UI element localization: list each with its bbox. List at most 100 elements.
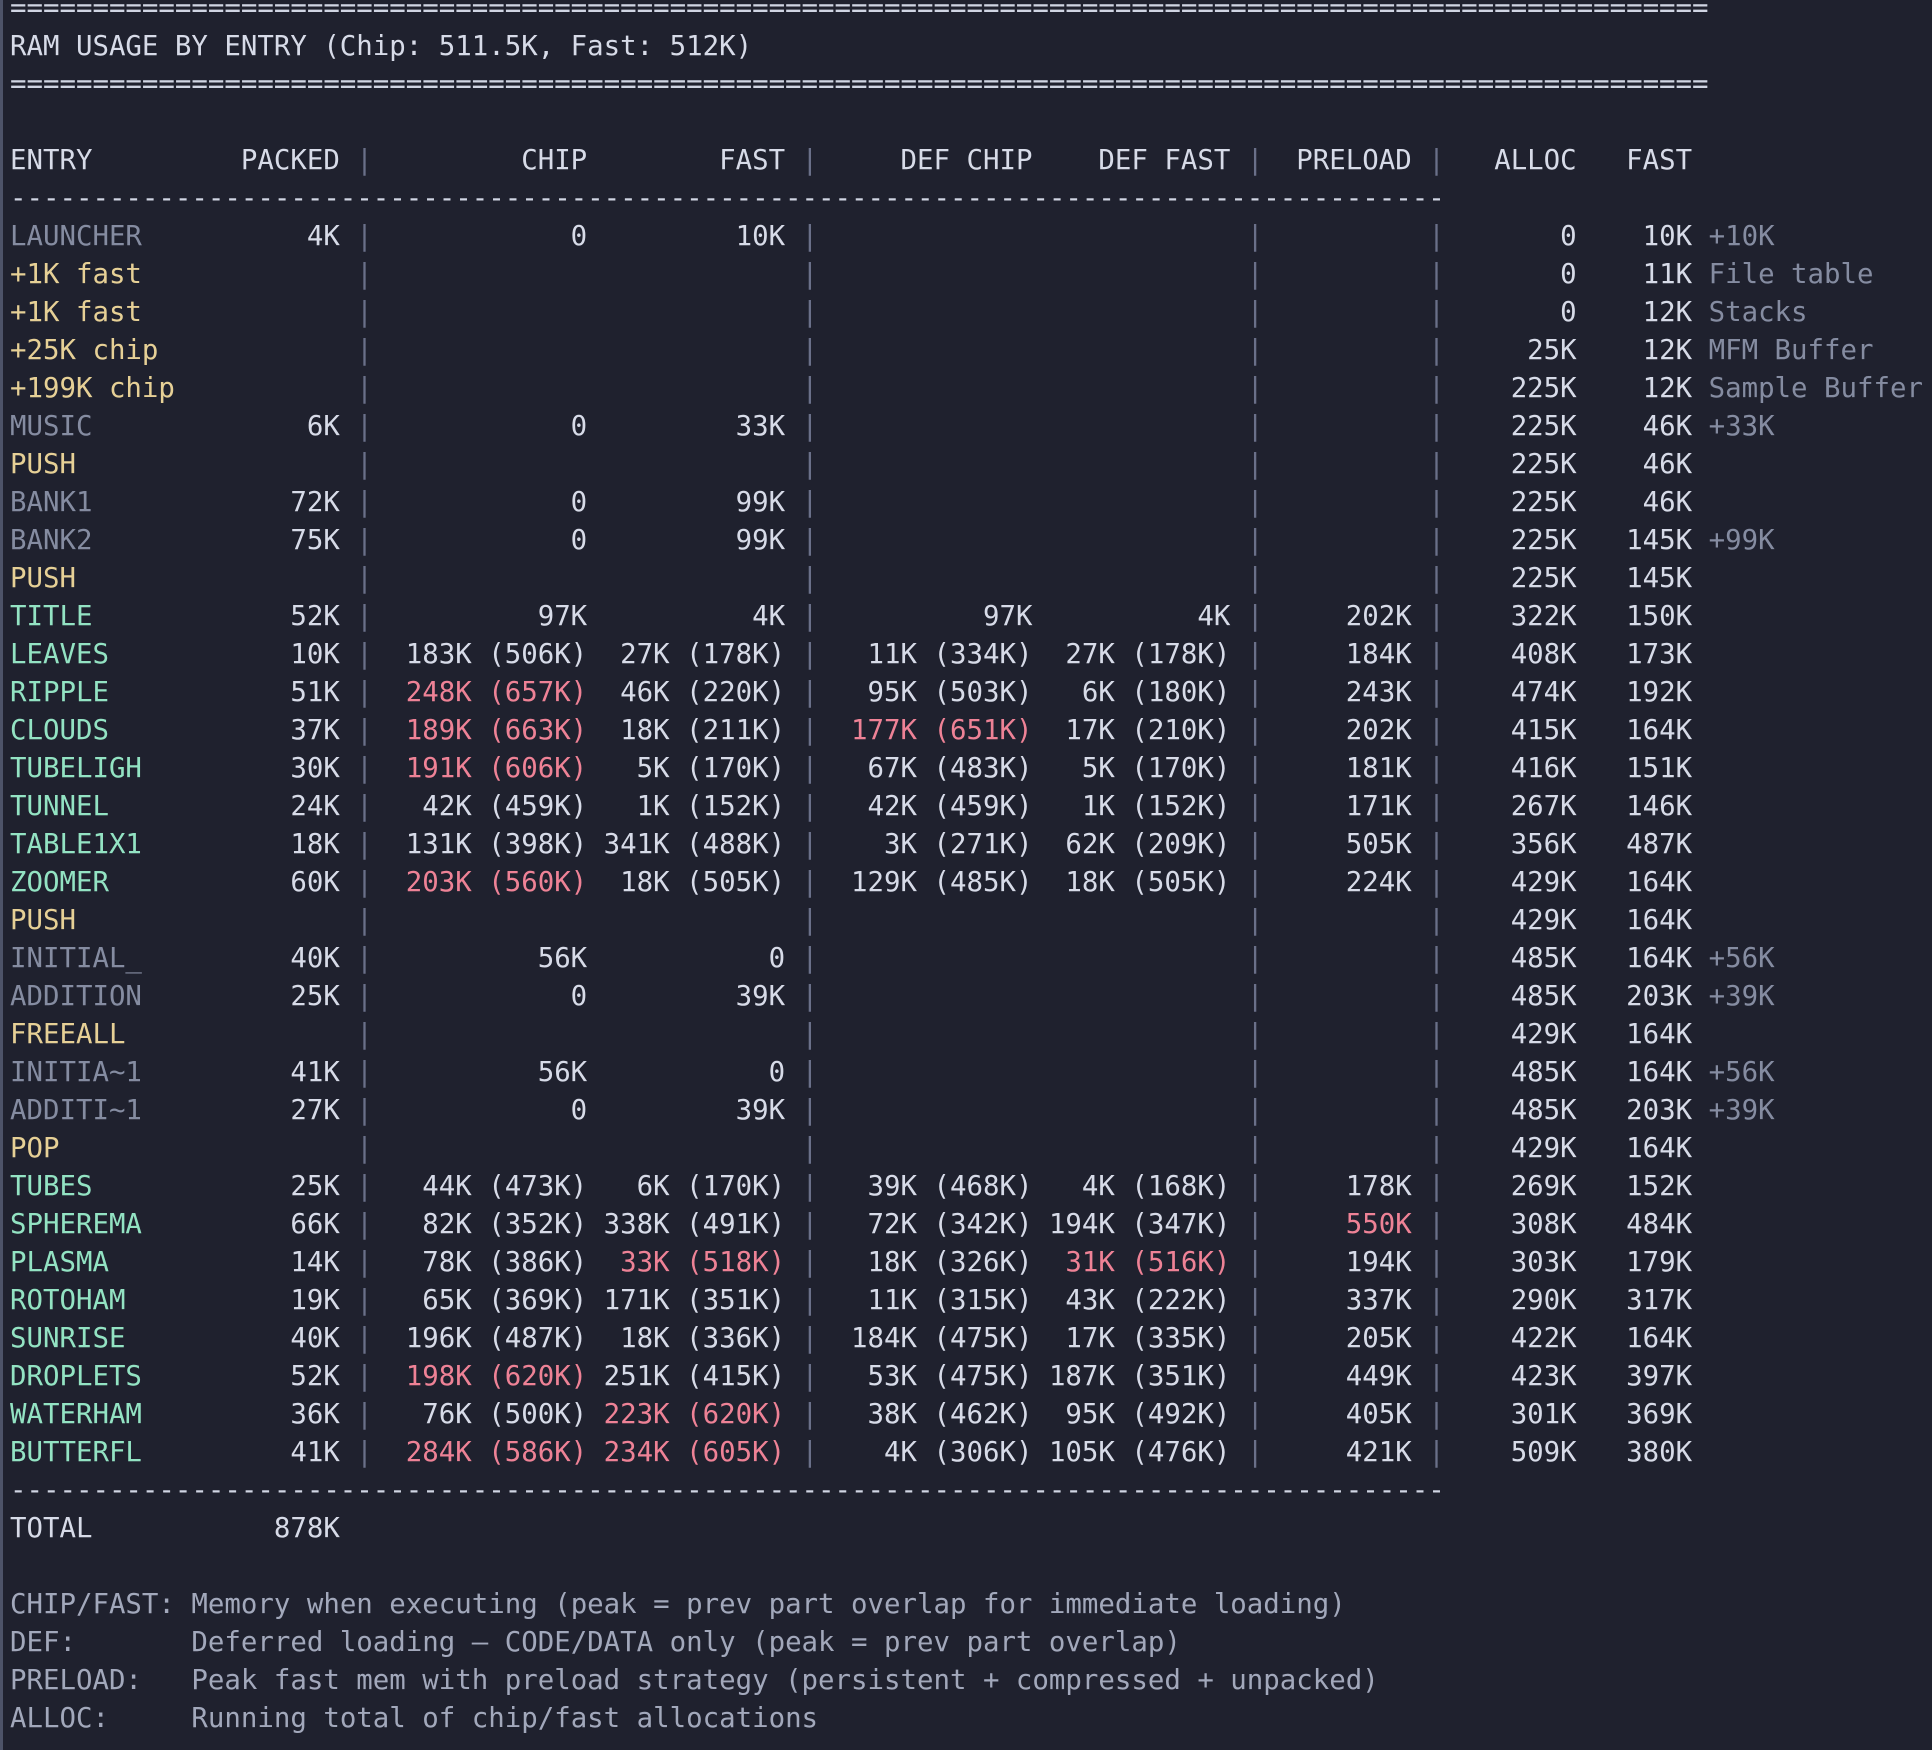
fast-cell: 18K (211K) — [587, 715, 786, 746]
column-pipe: | — [339, 221, 373, 252]
table-row: LEAVES 10K | 183K (506K) 27K (178K) | 11… — [10, 636, 1932, 674]
def-fast-cell: 187K (351K) — [1032, 1361, 1231, 1392]
column-pipe: | — [1411, 1247, 1445, 1278]
column-pipe: | — [1230, 487, 1264, 518]
column-pipe: | — [1411, 1019, 1445, 1050]
column-pipe: | — [1411, 449, 1445, 480]
table-row: +1K fast | | | | 0 11K File table — [10, 256, 1932, 294]
column-pipe: | — [339, 1437, 373, 1468]
def-fast-cell — [1032, 411, 1230, 442]
alloc-cell: 301K — [1444, 1399, 1577, 1430]
blank-line — [10, 104, 1932, 142]
fast-total-cell: 152K — [1576, 1171, 1693, 1202]
column-pipe: | — [1230, 1323, 1264, 1354]
def-chip-cell: 18K (326K) — [818, 1247, 1033, 1278]
column-pipe: | — [785, 1133, 819, 1164]
column-pipe: | — [1230, 943, 1264, 974]
table-row: TUNNEL 24K | 42K (459K) 1K (152K) | 42K … — [10, 788, 1932, 826]
table-row: PUSH | | | | 225K 145K — [10, 560, 1932, 598]
column-pipe: | — [1411, 905, 1445, 936]
column-pipe: | — [339, 677, 373, 708]
row-note: +39K — [1692, 981, 1775, 1012]
def-fast-cell: 18K (505K) — [1032, 867, 1231, 898]
column-pipe: | — [1230, 1247, 1264, 1278]
def-fast-cell — [1032, 1057, 1230, 1088]
fast-total-cell: 484K — [1576, 1209, 1693, 1240]
chip-cell: 0 — [372, 221, 588, 252]
entry-name: BANK1 — [10, 487, 175, 518]
chip-cell: 56K — [372, 943, 588, 974]
chip-cell: 191K (606K) — [372, 753, 588, 784]
chip-cell: 82K (352K) — [372, 1209, 588, 1240]
alloc-cell: 225K — [1444, 525, 1577, 556]
preload-cell — [1263, 259, 1411, 290]
def-fast-cell: 17K (210K) — [1032, 715, 1231, 746]
fast-total-cell: 369K — [1576, 1399, 1693, 1430]
chip-cell: 97K — [372, 601, 588, 632]
preload-cell: 337K — [1263, 1285, 1412, 1316]
fast-total-cell: 146K — [1576, 791, 1693, 822]
chip-cell: 0 — [372, 411, 588, 442]
column-pipe: | — [785, 259, 819, 290]
col-header-def-fast: DEF FAST — [1032, 145, 1231, 176]
double-separator-line: ========================================… — [10, 0, 1932, 28]
column-pipe: | — [1411, 867, 1445, 898]
fast-total-cell: 12K — [1576, 373, 1693, 404]
column-pipe: | — [339, 791, 373, 822]
def-fast-cell — [1032, 981, 1230, 1012]
packed-cell — [175, 905, 340, 936]
col-header-packed: PACKED — [174, 145, 340, 176]
entry-name: TUBES — [10, 1171, 175, 1202]
blank-line — [10, 1548, 1932, 1586]
column-pipe: | — [785, 525, 819, 556]
packed-cell: 75K — [174, 525, 340, 556]
column-pipe: | — [1411, 677, 1445, 708]
def-chip-cell — [818, 335, 1032, 366]
column-pipe: | — [339, 601, 373, 632]
row-note: +56K — [1692, 943, 1775, 974]
double-separator: ========================================… — [10, 69, 1709, 100]
fast-total-cell: 164K — [1576, 943, 1693, 974]
def-fast-cell — [1032, 1133, 1230, 1164]
def-chip-cell — [818, 981, 1032, 1012]
table-row: SPHEREMA 66K | 82K (352K) 338K (491K) | … — [10, 1206, 1932, 1244]
preload-cell: 205K — [1263, 1323, 1412, 1354]
column-pipe: | — [1230, 1057, 1264, 1088]
row-note: +39K — [1692, 1095, 1775, 1126]
preload-cell: 550K — [1263, 1209, 1412, 1240]
column-pipe: | — [785, 1095, 819, 1126]
report-title-line: RAM USAGE BY ENTRY (Chip: 511.5K, Fast: … — [10, 28, 1932, 66]
packed-cell: 52K — [174, 1361, 340, 1392]
column-pipe: | — [1230, 601, 1264, 632]
fast-cell: 18K (505K) — [587, 867, 786, 898]
fast-cell: 251K (415K) — [587, 1361, 786, 1392]
dash-separator-line: ----------------------------------------… — [10, 180, 1932, 218]
column-pipe: | — [1230, 829, 1264, 860]
column-pipe: | — [785, 677, 819, 708]
dash-separator: ----------------------------------------… — [10, 1475, 1445, 1506]
preload-cell: 421K — [1263, 1437, 1412, 1468]
column-pipe: | — [785, 867, 819, 898]
column-pipe: | — [1230, 1171, 1264, 1202]
alloc-cell: 422K — [1444, 1323, 1577, 1354]
column-pipe: | — [785, 753, 819, 784]
column-pipe: | — [1411, 981, 1445, 1012]
fast-cell — [587, 449, 785, 480]
alloc-cell: 0 — [1444, 221, 1577, 252]
chip-cell — [373, 297, 587, 328]
alloc-cell: 408K — [1444, 639, 1577, 670]
legend-line: PRELOAD: Peak fast mem with preload stra… — [10, 1662, 1932, 1700]
column-pipe: | — [1230, 981, 1264, 1012]
fast-cell: 171K (351K) — [587, 1285, 786, 1316]
column-pipe: | — [785, 829, 819, 860]
legend-line: ALLOC: Running total of chip/fast alloca… — [10, 1700, 1932, 1738]
fast-total-cell: 317K — [1576, 1285, 1693, 1316]
column-pipe: | — [339, 1057, 373, 1088]
column-pipe: | — [1230, 563, 1264, 594]
preload-cell: 181K — [1263, 753, 1412, 784]
chip-cell: 0 — [372, 981, 588, 1012]
packed-cell: 30K — [174, 753, 340, 784]
entry-name: INITIAL_ — [10, 943, 175, 974]
def-chip-cell: 177K (651K) — [818, 715, 1033, 746]
entry-name: FREEALL — [10, 1019, 175, 1050]
